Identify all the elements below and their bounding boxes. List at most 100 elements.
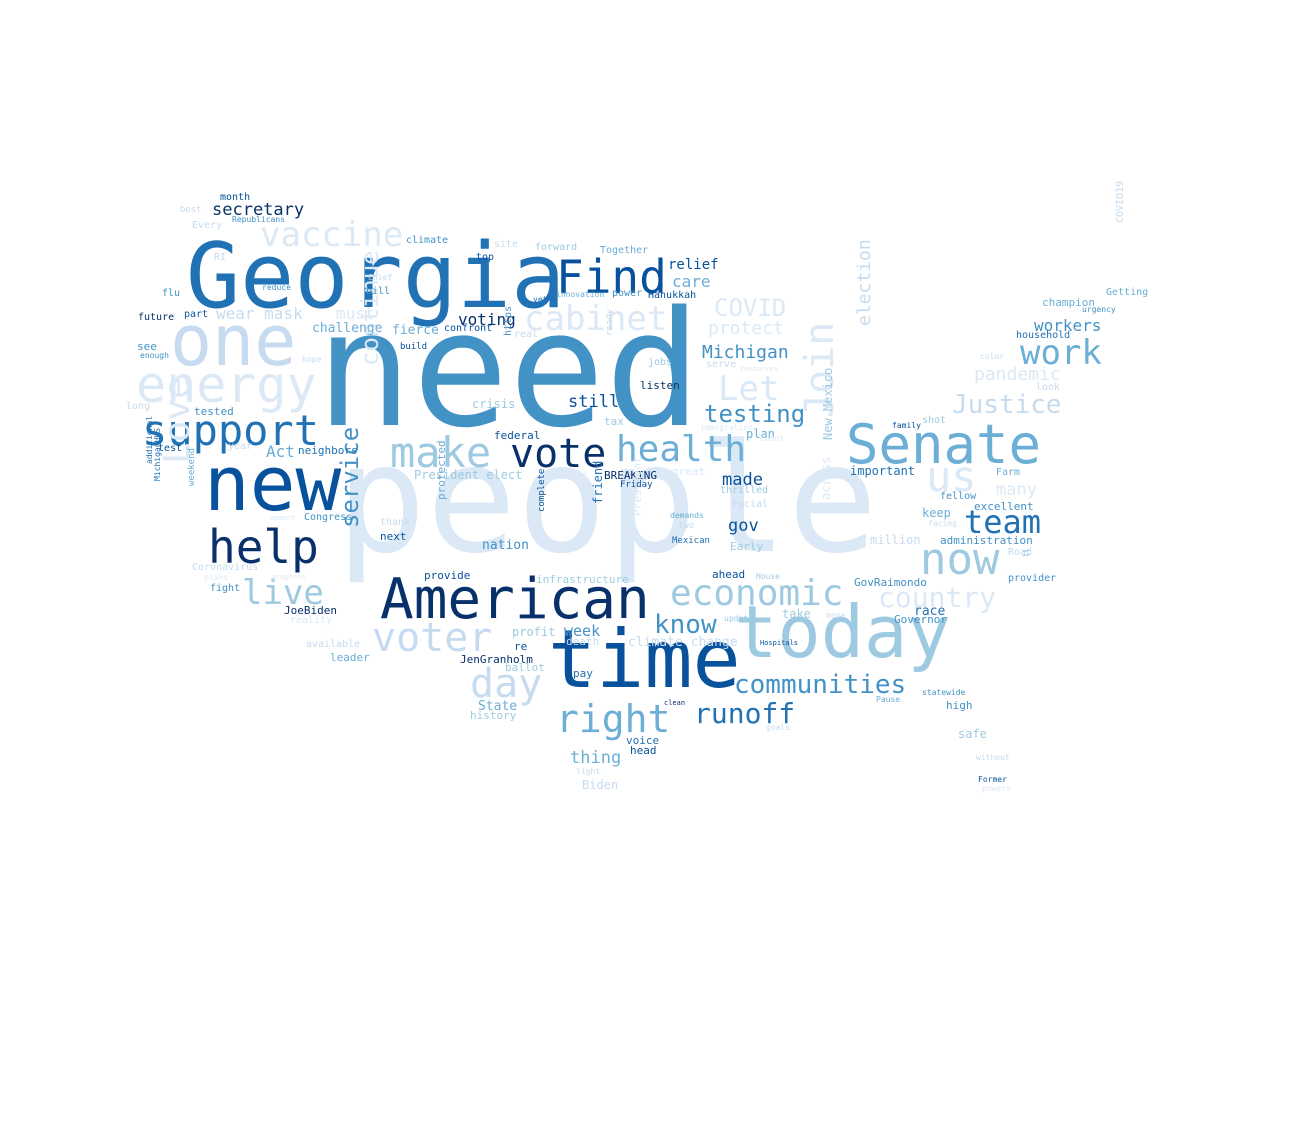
cloud-word: thing bbox=[570, 748, 622, 768]
cloud-word: New Mexico bbox=[821, 367, 835, 440]
cloud-word: test bbox=[158, 443, 183, 454]
cloud-word: testing bbox=[704, 400, 806, 428]
cloud-word: Road bbox=[1008, 547, 1033, 558]
cloud-word: great bbox=[672, 465, 706, 478]
cloud-word: pay bbox=[573, 667, 593, 680]
cloud-word: resources bbox=[740, 365, 778, 373]
cloud-word: leader bbox=[330, 651, 370, 664]
cloud-word: hope bbox=[302, 355, 322, 364]
cloud-word: new bbox=[204, 439, 342, 528]
cloud-word: serve bbox=[706, 359, 737, 370]
cloud-word: build bbox=[400, 342, 428, 352]
cloud-word: innovation bbox=[556, 290, 605, 299]
cloud-word: plan bbox=[746, 427, 775, 441]
cloud-word: tested bbox=[194, 405, 234, 418]
cloud-word: keep bbox=[922, 506, 951, 520]
cloud-word: ahead bbox=[712, 568, 746, 581]
cloud-word: fellow bbox=[940, 491, 977, 502]
cloud-word: excellent bbox=[974, 500, 1034, 513]
cloud-word: climate bbox=[406, 235, 449, 246]
cloud-word: thrilled bbox=[720, 485, 769, 496]
cloud-word: workers bbox=[1034, 316, 1102, 335]
cloud-word: without bbox=[976, 753, 1010, 762]
cloud-word: must bbox=[336, 304, 375, 323]
cloud-word: President elect bbox=[414, 468, 523, 482]
cloud-word: flu bbox=[162, 288, 181, 299]
cloud-word: wear mask bbox=[216, 304, 303, 323]
cloud-word: see bbox=[137, 340, 157, 353]
cloud-word: federal bbox=[494, 429, 541, 442]
cloud-word: re bbox=[514, 640, 528, 653]
cloud-word: ll bbox=[1023, 548, 1031, 557]
cloud-word: Public bbox=[548, 469, 588, 482]
cloud-word: race bbox=[914, 604, 946, 619]
cloud-word: Let bbox=[718, 369, 780, 409]
cloud-word: long bbox=[126, 401, 151, 412]
cloud-word: Friday bbox=[620, 480, 653, 490]
cloud-word: available bbox=[306, 639, 361, 650]
cloud-word: provider bbox=[1008, 573, 1057, 584]
cloud-word: one bbox=[170, 300, 297, 382]
cloud-word: bill bbox=[366, 286, 391, 297]
cloud-word: head bbox=[630, 744, 657, 757]
cloud-word: vote bbox=[510, 431, 607, 477]
cloud-word: JenGranholm bbox=[460, 653, 533, 666]
cloud-word: country bbox=[878, 581, 997, 614]
cloud-word: month bbox=[220, 192, 251, 203]
cloud-word: champion bbox=[1042, 296, 1095, 309]
cloud-word: GovRaimondo bbox=[854, 576, 927, 589]
cloud-word: crisis bbox=[472, 397, 516, 411]
cloud-word: make bbox=[390, 428, 492, 477]
cloud-word: RI bbox=[214, 252, 227, 263]
cloud-word: profit bbox=[512, 625, 556, 639]
cloud-word: part bbox=[184, 309, 209, 320]
cloud-word: thank bbox=[380, 517, 411, 528]
cloud-word: State bbox=[478, 699, 518, 714]
cloud-word: know bbox=[654, 610, 717, 640]
cloud-word: future bbox=[138, 312, 175, 323]
cloud-word: top bbox=[476, 252, 495, 263]
cloud-word: shot bbox=[922, 415, 947, 426]
cloud-word: Congress bbox=[304, 512, 353, 523]
cloud-word: Early bbox=[730, 540, 764, 553]
cloud-word: Getting bbox=[1106, 287, 1149, 298]
cloud-word: important bbox=[850, 464, 916, 478]
cloud-word: protect bbox=[708, 318, 784, 339]
cloud-word: secretary bbox=[212, 200, 305, 220]
cloud-word: voice bbox=[626, 734, 660, 747]
cloud-word: million bbox=[870, 533, 921, 547]
cloud-word: provide bbox=[424, 569, 471, 582]
cloud-word: Find bbox=[556, 250, 667, 304]
cloud-word: challenge bbox=[312, 321, 383, 336]
cloud-word: Michigan bbox=[702, 342, 789, 363]
cloud-word: move bbox=[826, 611, 846, 620]
cloud-word: COVID19 bbox=[1115, 180, 1126, 223]
cloud-word: confront bbox=[444, 323, 493, 334]
cloud-word: communities bbox=[734, 670, 907, 700]
cloud-word: light bbox=[576, 767, 601, 776]
cloud-word: now bbox=[920, 534, 1000, 585]
cloud-word: today bbox=[734, 590, 951, 674]
cloud-word: facing bbox=[928, 519, 957, 528]
cloud-word: Coronavirus bbox=[192, 562, 259, 573]
cloud-word: team bbox=[964, 503, 1042, 541]
cloud-word: health bbox=[616, 429, 747, 470]
cloud-word: Pause bbox=[876, 695, 901, 704]
cloud-word: COVID bbox=[714, 294, 787, 322]
cloud-word: weekend bbox=[187, 448, 197, 486]
cloud-word: take bbox=[782, 607, 811, 621]
cloud-word: color bbox=[980, 352, 1005, 361]
cloud-word: election bbox=[854, 239, 875, 326]
cloud-word: economic bbox=[670, 573, 844, 614]
cloud-word: safe bbox=[958, 727, 987, 741]
cloud-word: Senate bbox=[846, 413, 1042, 476]
cloud-word: pandemic bbox=[974, 364, 1061, 385]
cloud-word: vaccine bbox=[260, 215, 404, 255]
cloud-word: next bbox=[380, 530, 407, 543]
cloud-word: American bbox=[380, 567, 650, 632]
cloud-word: plans bbox=[204, 573, 229, 582]
cloud-word: fierce bbox=[392, 323, 439, 338]
cloud-word: moment bbox=[270, 514, 296, 522]
cloud-word: neighbors bbox=[298, 444, 358, 457]
